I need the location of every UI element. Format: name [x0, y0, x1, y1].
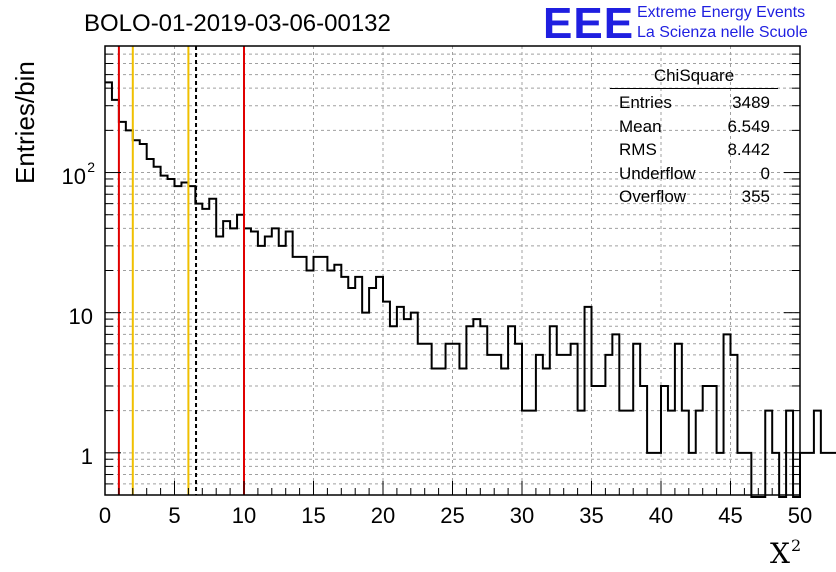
x-tick-label-35: 35 — [579, 503, 603, 528]
x-tick-label-15: 15 — [301, 503, 325, 528]
x-tick-labels: 0 5 10 15 20 25 30 35 40 45 50 — [99, 503, 812, 528]
stats-row-mean: Mean 6.549 — [619, 116, 770, 136]
x-tick-label-45: 45 — [718, 503, 742, 528]
org-subtitle: La Scienza nelle Scuole — [637, 24, 808, 41]
x-tick-label-20: 20 — [371, 503, 395, 528]
y-tick-labels: 1 10 10 2 — [62, 159, 96, 469]
histogram-bin — [828, 453, 835, 495]
histogram-bin — [814, 411, 821, 495]
stats-row-entries: Entries 3489 — [619, 93, 770, 112]
axis-ticks — [104, 45, 801, 496]
y-tick-label-100-exponent: 2 — [87, 159, 95, 175]
y-tick-label-1: 1 — [81, 444, 93, 469]
stats-box: ChiSquare Entries 3489 Mean 6.549 RMS 8.442… — [610, 66, 778, 209]
x-axis-label: X2 — [770, 536, 802, 570]
y-axis-label: Entries/bin — [10, 61, 40, 184]
histogram-bin — [807, 453, 814, 495]
y-tick-label-100: 10 — [62, 164, 86, 189]
y-tick-label-10: 10 — [69, 304, 93, 329]
histogram-bin — [821, 453, 828, 495]
x-tick-label-0: 0 — [99, 503, 111, 528]
org-name: Extreme Energy Events — [637, 4, 806, 21]
x-tick-label-30: 30 — [510, 503, 534, 528]
histogram-bin — [800, 453, 807, 495]
page-title: BOLO-01-2019-03-06-00132 — [84, 10, 391, 37]
histogram-bars — [105, 81, 836, 498]
stats-row-rms: RMS 8.442 — [619, 140, 770, 159]
x-tick-label-40: 40 — [649, 503, 673, 528]
stats-row-overflow: Overflow 355 — [619, 187, 770, 206]
stats-row-underflow: Underflow 0 — [619, 163, 770, 183]
eee-logo: EEE — [543, 0, 635, 48]
x-tick-label-25: 25 — [440, 503, 464, 528]
histogram-outline — [105, 81, 836, 498]
x-tick-label-50: 50 — [788, 503, 812, 528]
marker-lines — [117, 46, 245, 495]
svg-text:Entries/bin: Entries/bin — [10, 61, 40, 184]
stats-title: ChiSquare — [610, 66, 778, 89]
x-tick-label-10: 10 — [232, 503, 256, 528]
x-tick-label-5: 5 — [168, 503, 180, 528]
